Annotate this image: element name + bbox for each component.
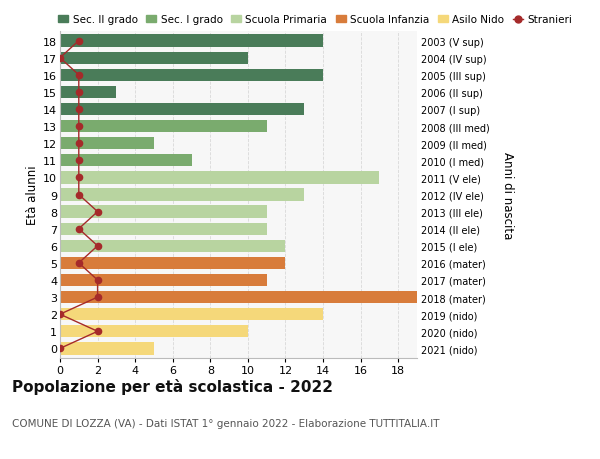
Bar <box>60 325 248 338</box>
Bar <box>60 206 266 218</box>
Bar <box>60 121 266 133</box>
Bar <box>60 240 286 252</box>
Bar <box>60 69 323 82</box>
Bar <box>60 155 191 167</box>
Bar <box>60 342 154 355</box>
Legend: Sec. II grado, Sec. I grado, Scuola Primaria, Scuola Infanzia, Asilo Nido, Stran: Sec. II grado, Sec. I grado, Scuola Prim… <box>58 15 572 25</box>
Bar <box>60 35 323 48</box>
Y-axis label: Anni di nascita: Anni di nascita <box>501 151 514 239</box>
Bar <box>60 223 266 235</box>
Bar <box>60 189 304 201</box>
Y-axis label: Età alunni: Età alunni <box>26 165 39 225</box>
Bar <box>60 257 286 269</box>
Bar <box>60 172 379 184</box>
Bar <box>60 308 323 321</box>
Bar <box>60 274 266 286</box>
Bar <box>60 104 304 116</box>
Bar <box>60 291 417 303</box>
Text: Popolazione per età scolastica - 2022: Popolazione per età scolastica - 2022 <box>12 379 333 395</box>
Text: COMUNE DI LOZZA (VA) - Dati ISTAT 1° gennaio 2022 - Elaborazione TUTTITALIA.IT: COMUNE DI LOZZA (VA) - Dati ISTAT 1° gen… <box>12 418 439 428</box>
Bar <box>60 87 116 99</box>
Bar <box>60 52 248 65</box>
Bar <box>60 138 154 150</box>
